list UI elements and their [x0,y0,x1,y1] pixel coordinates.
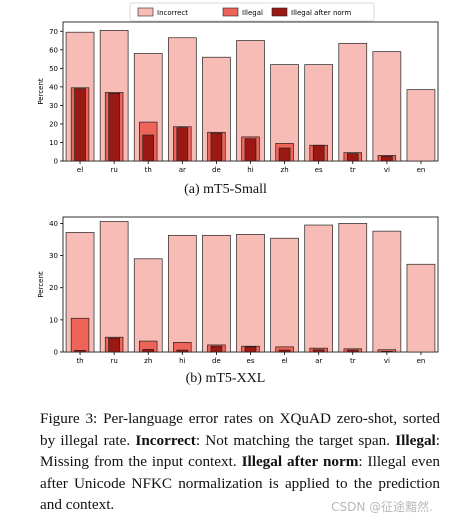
bar-incorrect [338,42,368,162]
caption-incorrect-term: Incorrect [135,431,196,449]
bar-incorrect [202,234,231,353]
y-tick-label: 0 [54,349,58,357]
legend-swatch [137,7,154,17]
bar-illegal-after-norm [210,132,223,162]
subcaption-b: (b) mT5-XXL [185,371,266,386]
x-tick-label: en [417,357,426,365]
bar-illegal-after-norm [312,349,325,353]
bar-illegal-after-norm [74,350,86,353]
x-tick-label: ru [110,357,117,365]
bar-illegal-after-norm [381,156,393,162]
legend-label: Illegal after norm [291,9,351,17]
watermark: CSDN @征途黯然. [331,500,433,514]
bar-incorrect [133,258,163,353]
bar-incorrect [236,234,265,353]
x-tick-label: th [76,357,83,365]
x-tick-label: hi [247,166,253,174]
x-tick-label: ar [179,166,186,174]
legend-swatch [222,7,239,17]
x-tick-label: es [247,357,255,365]
bar-illegal-after-norm [244,138,257,162]
bar-incorrect [372,230,402,353]
bar-illegal-after-norm [108,337,120,353]
caption-illegal-def: : Missing from the input context. [40,431,440,471]
chart-a-svg: 0 10 20 30 40 50 60 70 Percent el ru th ar de hi zh es tr… [37,2,439,174]
y-tick-label: 40 [49,83,58,91]
x-tick-label: tr [350,357,356,365]
y-tick-label: 60 [49,46,58,54]
chart-b-svg: 0 10 20 30 40 Percent th ru zh hi de es el ar tr vi en [37,216,439,365]
y-tick-label: 70 [49,28,58,36]
x-tick-label: de [212,357,221,365]
chart-mt5-small: 0 10 20 30 40 50 60 70 Percent el ru th ar de hi zh es tr… [0,0,451,178]
subcaption-a: (a) mT5-Small [184,182,267,197]
bar-illegal-after-norm [278,147,291,162]
y-tick-label: 20 [49,120,58,128]
caption-intro: Per-language error rates on XQuAD zero-s… [40,410,440,449]
bar-illegal-after-norm [176,349,189,353]
figure-caption: Figure 3: Per-language error rates on XQ… [40,408,440,516]
bar-illegal-after-norm [244,346,257,353]
y-tick-label: 10 [49,139,58,147]
bar-incorrect [406,263,436,353]
bar-incorrect [270,237,299,353]
caption-norm-def: : Illegal even after Unicode NFKC normal… [40,453,440,513]
y-tick-label: 30 [49,102,58,110]
bar-illegal-after-norm [312,144,325,162]
caption-norm-term: Illegal after norm [241,453,359,470]
x-tick-label: zh [144,357,152,365]
y-tick-label: 30 [49,252,58,260]
bar-incorrect [304,224,334,353]
caption-illegal-term: Illegal [395,431,436,449]
bar-incorrect [372,51,402,162]
y-tick-label: 10 [49,316,58,324]
x-tick-label: vi [384,166,390,174]
bar-illegal-after-norm [108,93,120,162]
x-tick-label: el [77,166,83,174]
bar-illegal-after-norm [142,134,155,162]
bar-incorrect [406,89,436,162]
legend-box [129,2,375,22]
x-tick-label: el [281,357,287,365]
bar-illegal-after-norm [176,127,189,162]
y-axis-label: Percent [37,271,45,298]
bar-illegal-after-norm [278,349,291,353]
y-tick-label: 20 [49,284,58,292]
chart-mt5-xxl: 0 10 20 30 40 Percent th ru zh hi de es el ar tr vi en [0,206,451,366]
y-tick-label: 40 [49,220,58,228]
x-tick-label: ru [110,166,117,174]
bar-illegal-after-norm [142,349,155,353]
x-tick-label: tr [350,166,356,174]
legend-label: Incorrect [157,9,188,17]
bar-incorrect [338,223,368,353]
bar-illegal-after-norm [74,88,86,162]
bar-illegal-after-norm [346,153,359,162]
bar-incorrect [99,221,129,353]
legend-label: Illegal [242,9,263,17]
y-tick-label: 0 [54,158,58,166]
bar-incorrect [167,234,197,353]
x-tick-label: es [315,166,323,174]
bar-illegal-after-norm [210,345,223,353]
x-tick-label: de [212,166,221,174]
x-tick-label: th [145,166,152,174]
caption-incorrect-def: : Not matching the target span. [195,431,396,449]
x-tick-label: hi [179,357,185,365]
x-tick-label: vi [384,357,390,365]
x-tick-label: zh [281,166,289,174]
y-axis-label: Percent [37,78,45,105]
bar-illegal [70,317,90,353]
y-tick-label: 50 [49,65,58,73]
legend-swatch [271,7,288,17]
x-tick-label: en [417,166,426,174]
bar-illegal-after-norm [346,349,359,353]
x-tick-label: ar [315,357,322,365]
caption-figure-label: Figure 3: [40,410,98,427]
bar-illegal-after-norm [381,351,393,353]
